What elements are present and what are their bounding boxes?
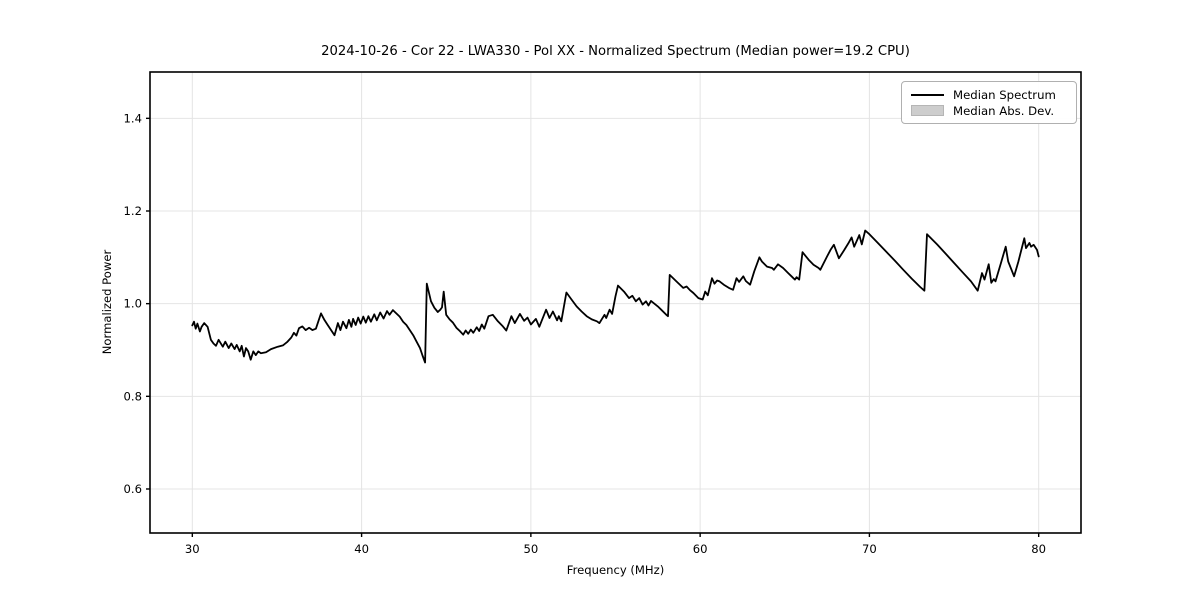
- x-tick-label: 40: [354, 542, 369, 556]
- y-tick-label: 0.8: [124, 389, 142, 403]
- x-axis-label: Frequency (MHz): [566, 563, 665, 577]
- x-tick-label: 30: [185, 542, 200, 556]
- legend-patch-swatch: [911, 105, 944, 116]
- legend-label: Median Abs. Dev.: [953, 103, 1055, 118]
- legend-item-median-abs-dev: Median Abs. Dev.: [911, 103, 1068, 118]
- legend-label: Median Spectrum: [953, 87, 1056, 102]
- chart-title: 2024-10-26 - Cor 22 - LWA330 - Pol XX - …: [321, 44, 910, 59]
- x-tick-label: 80: [1031, 542, 1046, 556]
- y-tick-label: 1.0: [124, 297, 142, 311]
- y-tick-label: 1.2: [124, 204, 142, 218]
- x-tick-label: 60: [693, 542, 708, 556]
- legend: Median Spectrum Median Abs. Dev.: [901, 81, 1077, 124]
- legend-item-median-spectrum: Median Spectrum: [911, 87, 1068, 102]
- legend-line-swatch: [911, 93, 944, 96]
- y-tick-label: 0.6: [124, 482, 142, 496]
- x-tick-label: 70: [862, 542, 877, 556]
- y-axis-label: Normalized Power: [100, 249, 114, 355]
- median-spectrum-line: [191, 229, 1040, 364]
- axes-spines: [149, 71, 1082, 534]
- x-tick-label: 50: [523, 542, 538, 556]
- y-tick-label: 1.4: [124, 111, 142, 125]
